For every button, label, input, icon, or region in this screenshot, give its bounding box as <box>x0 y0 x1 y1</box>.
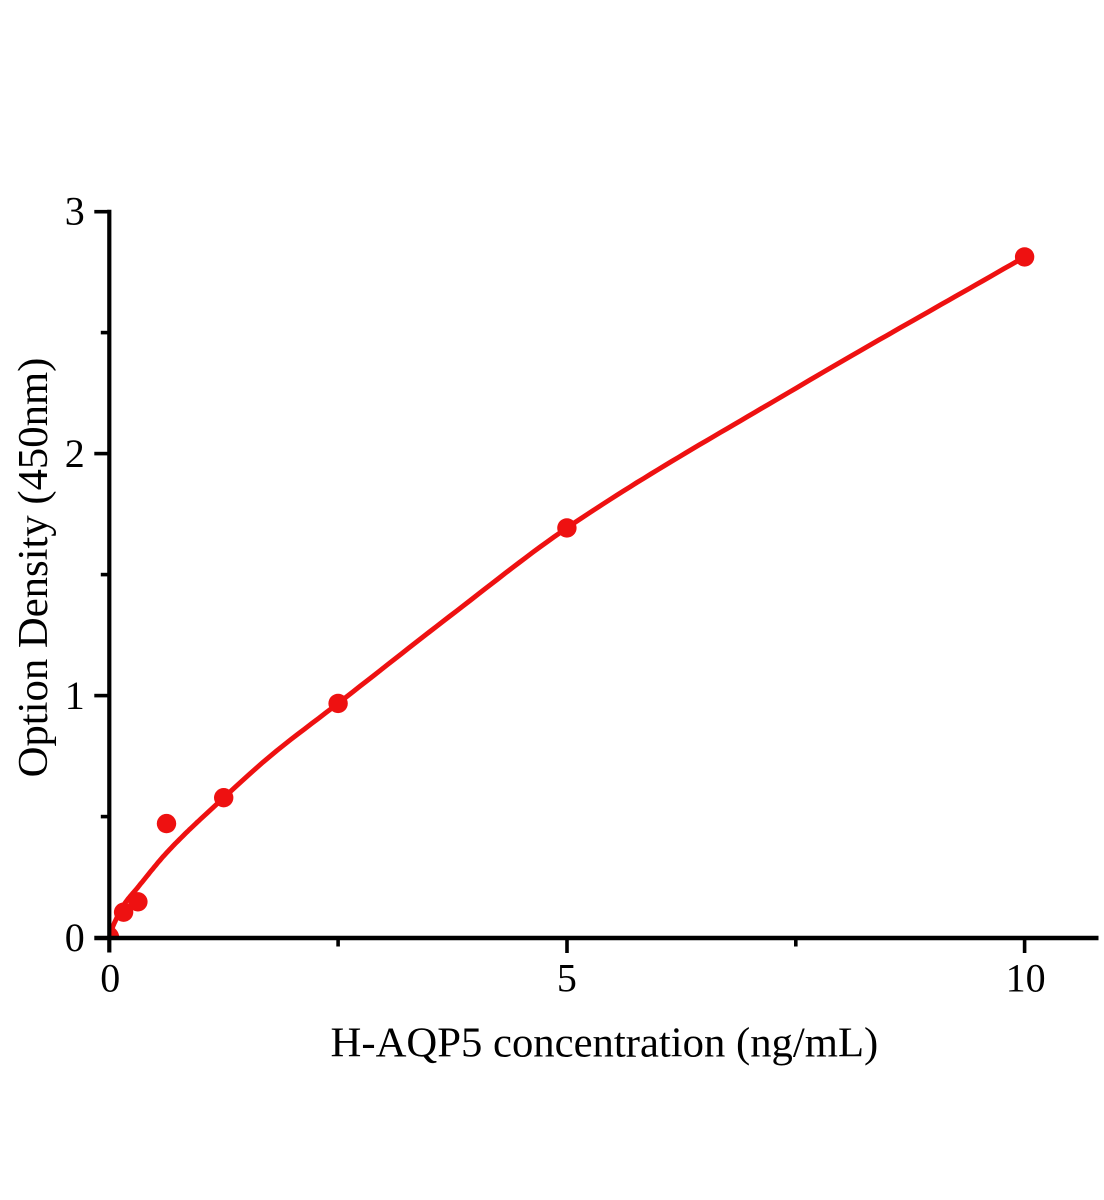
svg-text:2: 2 <box>65 431 85 476</box>
svg-text:0: 0 <box>65 915 85 960</box>
svg-text:0: 0 <box>100 956 120 1001</box>
svg-text:10: 10 <box>1006 956 1046 1001</box>
svg-text:Option Density (450nm): Option Density (450nm) <box>10 358 57 778</box>
svg-text:H-AQP5 concentration (ng/mL): H-AQP5 concentration (ng/mL) <box>331 1020 879 1067</box>
svg-text:5: 5 <box>557 956 577 1001</box>
svg-text:1: 1 <box>65 673 85 718</box>
svg-text:3: 3 <box>65 189 85 234</box>
